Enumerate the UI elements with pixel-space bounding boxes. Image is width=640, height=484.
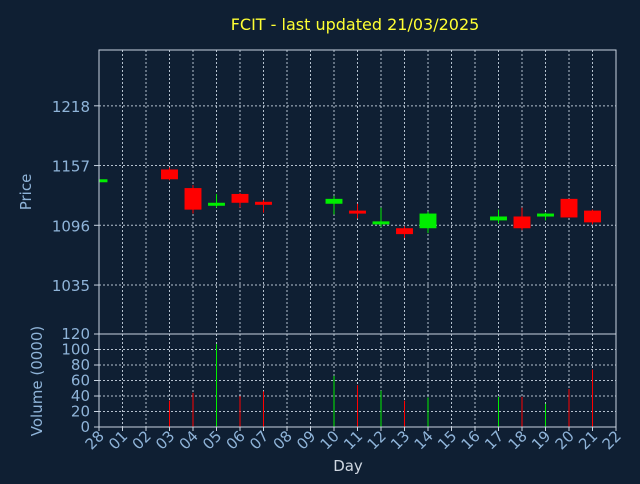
price-tick-label: 1035 — [52, 277, 90, 295]
candle — [349, 203, 366, 219]
candle — [98, 178, 108, 183]
price-candles — [98, 167, 601, 239]
x-tick-label: 15 — [434, 427, 460, 453]
x-tick-label: 07 — [246, 427, 272, 453]
candle-body — [560, 198, 578, 218]
price-tick-label: 1157 — [52, 158, 90, 176]
candle-body — [537, 213, 554, 217]
candle-body — [419, 213, 437, 229]
x-tick-label: 03 — [152, 427, 178, 453]
volume-tick-label: 100 — [61, 341, 90, 359]
x-tick-label: 22 — [599, 427, 625, 453]
volume-bars — [169, 344, 593, 427]
candle — [325, 195, 343, 215]
candle — [372, 207, 390, 228]
candle-body — [325, 198, 343, 204]
candle — [255, 199, 272, 213]
x-tick-label: 01 — [105, 427, 131, 453]
volume-tick-label: 0 — [80, 418, 90, 436]
x-tick-label: 18 — [505, 427, 531, 453]
candle — [231, 192, 249, 208]
price-tick-label: 1096 — [52, 217, 90, 235]
candle-body — [231, 193, 249, 203]
x-tick-label: 11 — [340, 427, 366, 453]
candle — [490, 209, 507, 224]
x-tick-label: 20 — [552, 427, 578, 453]
candle-body — [396, 228, 413, 235]
x-tick-label: 14 — [411, 427, 437, 453]
x-tick-label: 05 — [199, 427, 225, 453]
candle — [513, 207, 531, 231]
volume-tick-label: 40 — [71, 387, 90, 405]
volume-tick-label: 60 — [71, 372, 90, 390]
candle-body — [490, 216, 507, 221]
candle-body — [184, 188, 202, 210]
candle-body — [208, 202, 225, 206]
candle — [396, 226, 413, 239]
volume-axis-label: Volume (0000) — [28, 326, 46, 436]
x-tick-label: 19 — [528, 427, 554, 453]
candle — [208, 193, 225, 208]
candle-body — [584, 210, 601, 223]
candle — [537, 212, 554, 221]
candle-body — [513, 216, 531, 229]
candle — [184, 185, 202, 214]
x-tick-label: 04 — [176, 427, 202, 453]
x-tick-label: 12 — [364, 427, 390, 453]
volume-tick-label: 20 — [71, 403, 90, 421]
x-tick-label: 06 — [223, 427, 249, 453]
x-tick-label: 21 — [575, 427, 601, 453]
x-axis-label: Day — [333, 457, 363, 475]
price-grid — [99, 50, 616, 334]
x-tick-label: 08 — [270, 427, 296, 453]
candle-body — [349, 210, 366, 214]
chart-title: FCIT - last updated 21/03/2025 — [231, 15, 480, 34]
x-tick-label: 09 — [293, 427, 319, 453]
x-tick-label: 10 — [317, 427, 343, 453]
volume-tick-label: 80 — [71, 356, 90, 374]
candle — [419, 211, 437, 234]
volume-tick-label: 120 — [61, 325, 90, 343]
x-tick-label: 16 — [458, 427, 484, 453]
candle — [161, 167, 178, 181]
candle-body — [372, 221, 390, 225]
price-tick-label: 1218 — [52, 98, 90, 116]
candle-body — [99, 179, 108, 183]
candle — [584, 209, 601, 225]
candle-body — [161, 169, 178, 180]
x-tick-label: 17 — [481, 427, 507, 453]
axes: 1218115710961035120100806040200280102030… — [52, 49, 625, 453]
candle-body — [255, 201, 272, 205]
x-tick-label: 02 — [129, 427, 155, 453]
candle — [560, 198, 578, 218]
price-axis-label: Price — [17, 174, 35, 211]
x-tick-label: 13 — [387, 427, 413, 453]
